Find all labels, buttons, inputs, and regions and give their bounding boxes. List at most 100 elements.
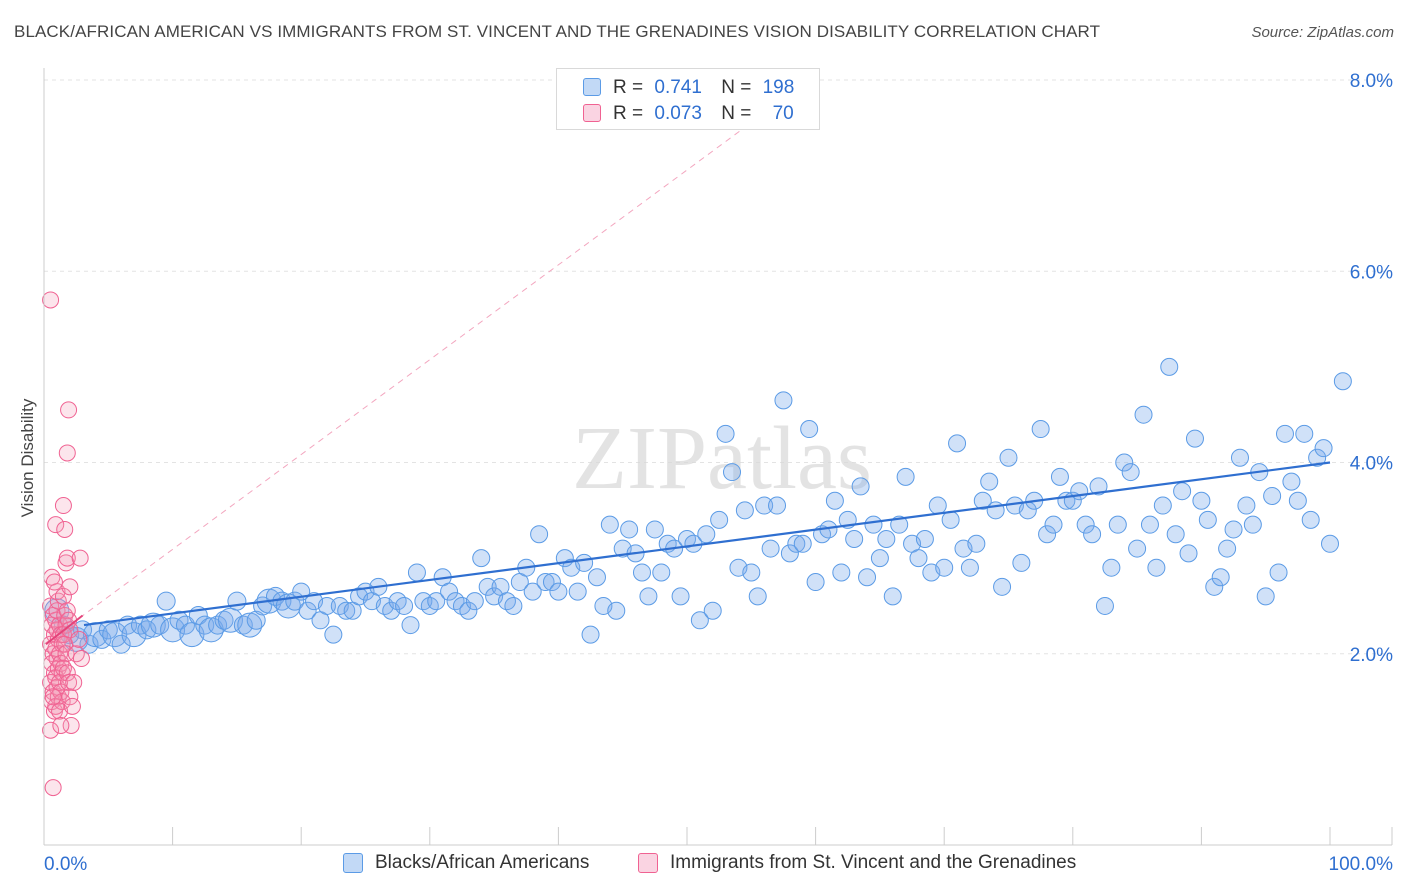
data-point-blacks bbox=[160, 617, 186, 643]
data-point-blacks bbox=[1224, 520, 1243, 539]
stats-legend: R = 0.741 N = 198 R = 0.073 N = 70 bbox=[556, 68, 820, 130]
data-point-immigrants bbox=[57, 645, 75, 663]
series-immigrants-points bbox=[42, 291, 90, 797]
data-point-blacks bbox=[883, 587, 902, 606]
data-point-blacks bbox=[999, 448, 1018, 467]
data-point-blacks bbox=[1211, 568, 1230, 587]
data-point-blacks bbox=[1108, 515, 1127, 534]
data-point-blacks bbox=[246, 610, 266, 630]
data-point-blacks bbox=[1185, 429, 1204, 448]
data-point-blacks bbox=[395, 596, 414, 615]
data-point-blacks bbox=[825, 491, 844, 510]
data-point-blacks bbox=[1243, 515, 1262, 534]
data-point-immigrants bbox=[67, 645, 85, 663]
data-point-blacks bbox=[111, 634, 131, 654]
data-point-blacks bbox=[575, 553, 594, 572]
data-point-blacks bbox=[1031, 420, 1050, 439]
y-tick-label: 4.0% bbox=[1350, 454, 1393, 475]
data-point-immigrants bbox=[58, 549, 76, 567]
data-point-blacks bbox=[845, 530, 864, 548]
data-point-blacks bbox=[851, 477, 870, 496]
data-point-blacks bbox=[298, 601, 317, 620]
trend-lines bbox=[45, 461, 1331, 645]
legend-label-immigrants: Immigrants from St. Vincent and the Gren… bbox=[670, 852, 1077, 873]
data-point-immigrants bbox=[60, 673, 78, 691]
x-tick-label: 0.0% bbox=[44, 854, 87, 875]
data-point-immigrants bbox=[70, 630, 88, 648]
reference-line bbox=[43, 70, 823, 645]
data-point-blacks bbox=[960, 558, 979, 577]
data-point-blacks bbox=[1160, 357, 1179, 376]
data-point-blacks bbox=[890, 515, 909, 534]
y-tick-label: 6.0% bbox=[1350, 262, 1393, 283]
data-point-blacks bbox=[1147, 558, 1166, 577]
data-point-blacks bbox=[1121, 463, 1140, 482]
data-point-blacks bbox=[1102, 558, 1121, 577]
data-point-immigrants bbox=[52, 716, 70, 734]
data-point-blacks bbox=[858, 568, 877, 587]
data-point-blacks bbox=[1269, 563, 1288, 582]
data-point-blacks bbox=[217, 607, 243, 633]
data-point-blacks bbox=[806, 573, 825, 592]
data-point-blacks bbox=[1095, 596, 1114, 615]
data-point-blacks bbox=[1050, 467, 1069, 486]
data-point-blacks bbox=[1166, 525, 1185, 544]
data-point-blacks bbox=[1230, 448, 1249, 467]
data-point-blacks bbox=[179, 622, 205, 648]
data-point-blacks bbox=[600, 515, 619, 534]
y-tick-label: 8.0% bbox=[1350, 71, 1393, 92]
data-point-blacks bbox=[710, 510, 729, 529]
data-point-blacks bbox=[407, 563, 426, 582]
reference-line-diagonal bbox=[43, 70, 823, 645]
data-point-blacks bbox=[652, 563, 671, 582]
data-point-blacks bbox=[140, 612, 166, 638]
data-point-blacks bbox=[1237, 496, 1256, 515]
data-point-blacks bbox=[1198, 510, 1217, 529]
data-point-blacks bbox=[723, 463, 742, 482]
data-point-blacks bbox=[1115, 453, 1134, 472]
data-point-immigrants bbox=[61, 621, 79, 639]
data-point-blacks bbox=[1321, 534, 1339, 553]
data-point-blacks bbox=[742, 563, 761, 582]
data-point-blacks bbox=[1089, 477, 1108, 496]
data-point-blacks bbox=[581, 625, 600, 644]
data-point-immigrants bbox=[54, 587, 72, 605]
data-point-blacks bbox=[735, 501, 754, 520]
data-point-blacks bbox=[1308, 448, 1327, 467]
x-tick-labels: 0.0% 100.0% bbox=[44, 854, 1393, 875]
data-point-blacks bbox=[1083, 525, 1102, 544]
data-point-blacks bbox=[716, 424, 735, 443]
data-point-blacks bbox=[993, 577, 1012, 596]
data-point-blacks bbox=[793, 534, 812, 553]
data-point-blacks bbox=[1044, 515, 1063, 534]
data-point-blacks bbox=[780, 544, 799, 563]
data-point-blacks bbox=[465, 592, 484, 611]
data-point-immigrants bbox=[71, 549, 89, 567]
legend-r-value: 0.073 bbox=[654, 103, 702, 124]
data-point-immigrants bbox=[62, 716, 80, 734]
data-point-blacks bbox=[337, 601, 356, 620]
data-point-blacks bbox=[237, 612, 263, 638]
data-point-blacks bbox=[1314, 439, 1333, 458]
data-point-immigrants bbox=[54, 497, 72, 515]
data-point-blacks bbox=[768, 496, 787, 515]
data-point-immigrants bbox=[72, 650, 90, 668]
legend-r-value: 0.741 bbox=[654, 77, 702, 98]
data-point-immigrants bbox=[51, 702, 69, 720]
data-point-blacks bbox=[324, 625, 343, 644]
source-label: Source: ZipAtlas.com bbox=[1251, 24, 1394, 41]
data-point-immigrants bbox=[58, 444, 76, 462]
data-point-blacks bbox=[671, 587, 690, 606]
y-tick-label: 2.0% bbox=[1350, 645, 1393, 666]
data-point-blacks bbox=[748, 587, 767, 606]
legend-swatch-blacks bbox=[343, 853, 363, 873]
data-point-immigrants bbox=[42, 721, 60, 739]
data-point-blacks bbox=[1295, 424, 1314, 443]
data-point-blacks bbox=[427, 592, 446, 611]
data-point-blacks bbox=[967, 534, 986, 553]
data-point-blacks bbox=[941, 510, 960, 529]
data-point-blacks bbox=[703, 601, 722, 620]
data-point-blacks bbox=[1263, 486, 1282, 505]
x-tick-label: 100.0% bbox=[1329, 854, 1394, 875]
legend-r-label: R = bbox=[613, 77, 644, 98]
